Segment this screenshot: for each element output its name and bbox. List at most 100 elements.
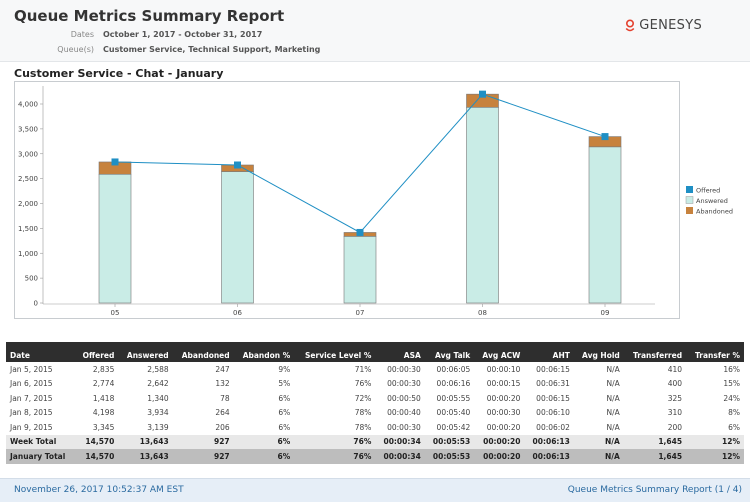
table-cell: 9% <box>278 364 291 374</box>
table-cell: 76% <box>294 449 376 464</box>
table-row: Jan 6, 2015 2,774 2,642 132 5% 76% 00:00:30 00:… <box>6 377 744 392</box>
table-cell: 247 <box>215 364 230 374</box>
table-row: Jan 8, 2015 4,198 3,934 264 6% 78% 00:00:40 00:… <box>6 406 744 421</box>
column-header[interactable]: Avg ACW <box>474 342 525 362</box>
table-cell: N/A <box>573 434 624 449</box>
table-cell: 16% <box>723 364 740 374</box>
table-cell: 00:00:34 <box>375 449 425 464</box>
table-cell: 00:06:15 <box>536 393 570 403</box>
table-cell: 2,588 <box>147 364 169 374</box>
table-cell: Jan 6, 2015 <box>10 379 53 389</box>
table-cell: 6% <box>233 434 295 449</box>
column-header[interactable]: Answered <box>118 342 173 362</box>
bar-answered <box>221 171 254 304</box>
table-cell: 00:00:34 <box>375 434 425 449</box>
table-cell: 3,934 <box>147 408 169 418</box>
table-cell: 4,198 <box>92 408 115 418</box>
table-cell: 00:05:42 <box>436 422 471 432</box>
offered-point <box>111 158 119 166</box>
column-header[interactable]: AHT <box>524 342 574 362</box>
table-cell: 12% <box>686 434 744 449</box>
table-cell: 1,645 <box>623 449 687 464</box>
report-title: Queue Metrics Summary Report <box>14 7 285 25</box>
table-cell: N/A <box>573 449 624 464</box>
column-header[interactable]: Date <box>6 342 76 362</box>
table-cell: 927 <box>172 449 234 464</box>
column-header[interactable]: Abandoned <box>172 342 234 362</box>
y-tick-label: 1,500 <box>18 225 38 233</box>
column-header[interactable]: Avg Talk <box>424 342 475 362</box>
chart-container: 0 500 1,000 1,500 2,000 2,500 3,000 3,500 4,000 0… <box>14 81 680 319</box>
table-cell: 00:06:10 <box>536 408 570 418</box>
y-tick-label: 2,500 <box>18 175 38 183</box>
table-cell: 132 <box>215 379 230 389</box>
table-cell: 3,139 <box>147 422 169 432</box>
table-cell: 76% <box>294 434 376 449</box>
bar-answered <box>343 236 377 304</box>
y-tick-label: 500 <box>25 275 38 283</box>
table-cell: 00:05:53 <box>424 449 475 464</box>
table-cell: N/A <box>606 422 620 432</box>
week-total-row: Week Total 14,570 13,643 927 6% 76% 00:00:34 00… <box>6 434 744 449</box>
x-tick-label: 09 <box>601 309 610 317</box>
table-cell: 5% <box>278 379 291 389</box>
legend-label-answered: Answered <box>696 197 728 205</box>
table-row: Jan 9, 2015 3,345 3,139 206 6% 78% 00:00:30 00:… <box>6 420 744 435</box>
dates-value: October 1, 2017 - October 31, 2017 <box>103 30 263 39</box>
table-cell: 00:06:16 <box>436 379 471 389</box>
table-cell: N/A <box>606 408 620 418</box>
offered-point <box>234 161 241 169</box>
table-cell: N/A <box>606 364 620 374</box>
table-cell: Jan 7, 2015 <box>10 393 53 403</box>
y-tick-label: 4,000 <box>18 101 38 109</box>
table-cell: 15% <box>723 379 740 389</box>
offered-point <box>601 133 609 141</box>
table-cell: 00:00:30 <box>387 379 421 389</box>
table-cell: 00:06:15 <box>536 364 570 374</box>
table-cell: 00:00:30 <box>387 422 421 432</box>
table-cell: 14,570 <box>75 449 119 464</box>
column-header[interactable]: Offered <box>75 342 119 362</box>
table-cell: 00:05:53 <box>424 434 475 449</box>
table-cell: 00:00:20 <box>486 422 521 432</box>
table-cell: 264 <box>215 408 230 418</box>
y-tick-label: 1,000 <box>18 250 38 258</box>
genesys-logo: GENESYS <box>624 18 702 33</box>
x-tick-label: 08 <box>478 309 487 317</box>
table-cell: 927 <box>172 434 234 449</box>
table-cell: 310 <box>667 408 683 418</box>
table-cell: 325 <box>667 393 683 403</box>
column-header[interactable]: Transferred <box>623 342 687 362</box>
column-header[interactable]: Abandon % <box>233 342 295 362</box>
table-cell: 00:06:13 <box>524 434 574 449</box>
legend-label-abandoned: Abandoned <box>696 207 733 215</box>
table-cell: Week Total <box>6 434 76 449</box>
column-header[interactable]: ASA <box>375 342 425 362</box>
queues-label: Queue(s) <box>57 45 94 54</box>
x-tick-label: 07 <box>356 309 365 317</box>
table-cell: 8% <box>728 408 740 418</box>
table-cell: 00:00:40 <box>387 408 421 418</box>
table-cell: 6% <box>728 422 740 432</box>
table-cell: 71% <box>354 364 372 374</box>
table-cell: N/A <box>606 379 620 389</box>
queue-chart: 0 500 1,000 1,500 2,000 2,500 3,000 3,500 4,000 0… <box>18 86 655 317</box>
legend-swatch-answered <box>685 196 694 204</box>
table-cell: 14,570 <box>75 434 119 449</box>
table-cell: 00:00:50 <box>387 393 421 403</box>
table-cell: 13,643 <box>118 449 173 464</box>
table-cell: Jan 8, 2015 <box>10 408 53 418</box>
table-header-row: Date Offered Answered Abandoned Abandon % Ser… <box>6 342 744 362</box>
table-cell: 00:05:40 <box>436 408 471 418</box>
chart-section-title: Customer Service - Chat - January <box>14 67 224 80</box>
report-header: Queue Metrics Summary Report Dates Octob… <box>0 0 750 62</box>
table-cell: 00:06:31 <box>536 379 570 389</box>
legend-label-offered: Offered <box>696 186 720 194</box>
table-cell: 2,774 <box>92 379 115 389</box>
column-header[interactable]: Transfer % <box>686 342 744 362</box>
table-cell: January Total <box>6 449 76 464</box>
column-header[interactable]: Service Level % <box>294 342 376 362</box>
table-cell: 00:06:05 <box>436 364 471 374</box>
column-header[interactable]: Avg Hold <box>573 342 624 362</box>
logo-text: GENESYS <box>639 18 702 33</box>
